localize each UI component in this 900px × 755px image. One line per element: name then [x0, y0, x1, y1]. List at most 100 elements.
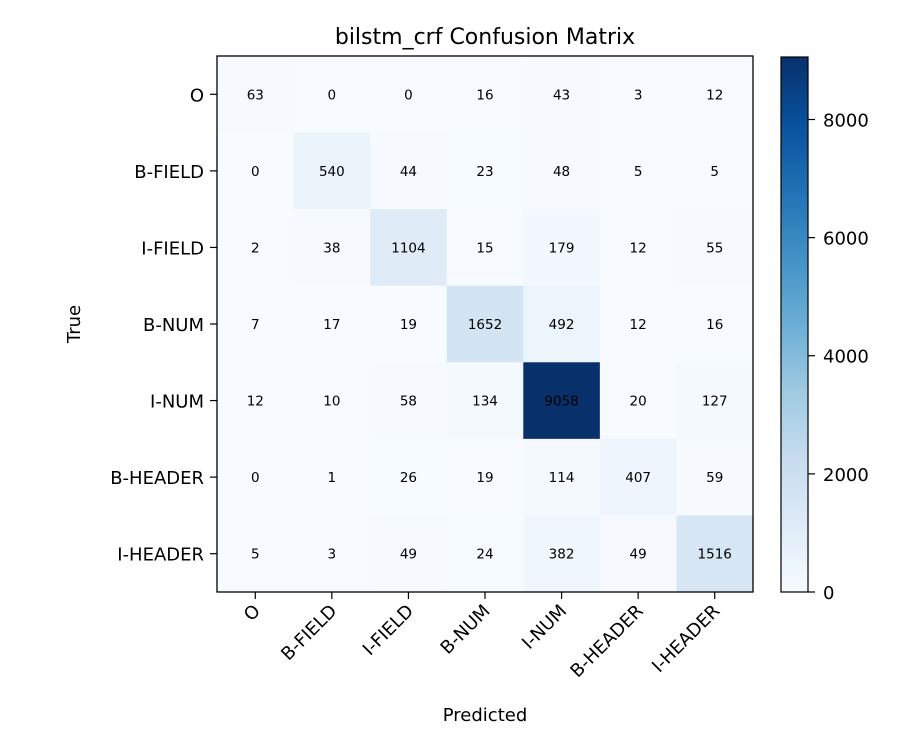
heatmap-cell: [217, 362, 295, 440]
heatmap-cell: [599, 209, 677, 287]
heatmap-cell: [676, 209, 754, 287]
cell-value-label: 48: [553, 164, 570, 180]
heatmap-cell: [446, 56, 524, 134]
colorbar-tick-label: 4000: [823, 347, 869, 368]
heatmap-cell: [599, 56, 677, 134]
heatmap-cell: [523, 285, 601, 363]
heatmap-cell: [446, 132, 524, 210]
colorbar-tick-label: 2000: [823, 465, 869, 486]
heatmap-cell: [446, 438, 524, 516]
heatmap-cell: [599, 285, 677, 363]
cell-value-label: 63: [247, 87, 264, 103]
heatmap-cell: [599, 515, 677, 593]
cell-value-label: 24: [476, 547, 493, 563]
colorbar-tick-label: 0: [823, 583, 834, 604]
heatmap-cell: [523, 515, 601, 593]
colorbar-ticks: 0 2000 4000 6000 8000: [808, 110, 869, 604]
heatmap-cell: [523, 132, 601, 210]
cell-value-label: 10: [323, 394, 340, 410]
heatmap-cell: [217, 438, 295, 516]
cell-value-label: 1: [328, 470, 337, 486]
x-tick-label: B-FIELD: [277, 601, 341, 665]
cell-value-label: 3: [328, 547, 337, 563]
x-tick-label: O: [240, 601, 265, 626]
heatmap-cell: [217, 515, 295, 593]
y-tick-label: O: [190, 85, 204, 106]
heatmap-cell: [293, 209, 371, 287]
cell-value-label: 23: [476, 164, 493, 180]
cell-value-label: 7: [251, 317, 260, 333]
colorbar: [780, 56, 809, 593]
heatmap-cell: [446, 515, 524, 593]
cell-value-label: 407: [625, 470, 651, 486]
heatmap-cell: [370, 209, 448, 287]
cell-value-label: 5: [634, 164, 643, 180]
heatmap-cell: [293, 132, 371, 210]
heatmap-cell: [370, 56, 448, 134]
cell-value-label: 3: [634, 87, 643, 103]
cell-value-label: 12: [630, 240, 647, 256]
heatmap-cell: [676, 515, 754, 593]
cell-value-label: 1516: [698, 547, 732, 563]
cell-value-label: 5: [251, 547, 260, 563]
cell-value-label: 49: [400, 547, 417, 563]
cell-value-label: 134: [472, 394, 498, 410]
heatmap-cell: [676, 285, 754, 363]
cell-value-label: 26: [400, 470, 417, 486]
cell-value-label: 19: [400, 317, 417, 333]
cell-value-label: 9058: [544, 394, 578, 410]
heatmap-cell: [217, 56, 295, 134]
heatmap-cell: [446, 209, 524, 287]
cell-value-label: 59: [706, 470, 723, 486]
cell-value-label: 12: [630, 317, 647, 333]
heatmap-cell: [599, 438, 677, 516]
heatmap-cell: [370, 285, 448, 363]
heatmap-cell: [676, 56, 754, 134]
x-tick-label: I-NUM: [518, 601, 571, 654]
y-tick-label: I-NUM: [150, 392, 204, 413]
x-axis-label: Predicted: [443, 705, 528, 726]
cell-value-label: 16: [706, 317, 723, 333]
x-tick-label: I-HEADER: [648, 601, 724, 677]
cell-value-label: 44: [400, 164, 417, 180]
y-axis: O B-FIELD I-FIELD B-NUM I-NUM B-HEADER I-HEADE…: [110, 85, 217, 566]
cell-value-label: 12: [706, 87, 723, 103]
heatmap-cell: [370, 132, 448, 210]
x-tick-label: B-NUM: [437, 601, 495, 659]
x-tick-label: I-FIELD: [359, 601, 418, 660]
cell-value-label: 492: [549, 317, 575, 333]
heatmap-cell: [676, 438, 754, 516]
cell-value-label: 20: [630, 394, 647, 410]
cell-value-label: 55: [706, 240, 723, 256]
heatmap-cell: [370, 438, 448, 516]
cell-value-label: 0: [328, 87, 337, 103]
cell-value-label: 0: [251, 164, 260, 180]
heatmap-cell: [370, 362, 448, 440]
cell-value-label: 49: [630, 547, 647, 563]
cell-value-label: 179: [549, 240, 575, 256]
heatmap-cell: [676, 362, 754, 440]
cell-value-label: 1652: [468, 317, 502, 333]
heatmap-cell: [217, 209, 295, 287]
cell-value-label: 15: [476, 240, 493, 256]
heatmap-cell: [293, 515, 371, 593]
cell-value-label: 17: [323, 317, 340, 333]
heatmap-cell: [523, 56, 601, 134]
heatmap-cell: [293, 438, 371, 516]
colorbar-tick-label: 6000: [823, 229, 869, 250]
cell-value-label: 1104: [391, 240, 425, 256]
heatmap-cell: [370, 515, 448, 593]
y-tick-label: B-HEADER: [110, 468, 204, 489]
heatmap-cell: [523, 438, 601, 516]
x-tick-label: B-HEADER: [566, 601, 647, 682]
cell-value-label: 43: [553, 87, 570, 103]
heatmap-cell: [217, 285, 295, 363]
cell-value-label: 2: [251, 240, 260, 256]
y-tick-label: I-HEADER: [117, 545, 204, 566]
cell-value-label: 5: [710, 164, 719, 180]
cell-value-label: 0: [251, 470, 260, 486]
cell-value-label: 127: [702, 394, 728, 410]
cell-value-label: 382: [549, 547, 575, 563]
